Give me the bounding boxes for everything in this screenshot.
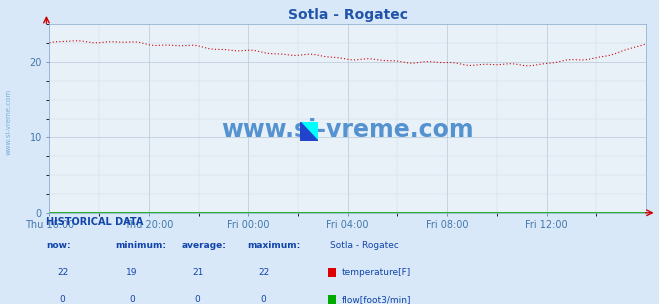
Title: Sotla - Rogatec: Sotla - Rogatec [287,8,408,22]
Text: www.si-vreme.com: www.si-vreme.com [221,118,474,142]
Text: 19: 19 [126,268,138,277]
Text: 0: 0 [195,295,200,304]
Text: now:: now: [46,241,71,250]
Text: 22: 22 [57,268,69,277]
Text: minimum:: minimum: [115,241,166,250]
Text: 0: 0 [129,295,134,304]
Polygon shape [300,122,318,141]
Polygon shape [300,122,318,141]
Text: 0: 0 [60,295,65,304]
Text: 0: 0 [261,295,266,304]
Text: 22: 22 [258,268,270,277]
Text: temperature[F]: temperature[F] [341,268,411,277]
Text: flow[foot3/min]: flow[foot3/min] [341,295,411,304]
Text: www.si-vreme.com: www.si-vreme.com [5,88,11,155]
Polygon shape [300,122,318,141]
Text: maximum:: maximum: [247,241,301,250]
Text: average:: average: [181,241,226,250]
Text: HISTORICAL DATA: HISTORICAL DATA [46,217,144,227]
Text: 21: 21 [192,268,204,277]
Text: Sotla - Rogatec: Sotla - Rogatec [330,241,399,250]
